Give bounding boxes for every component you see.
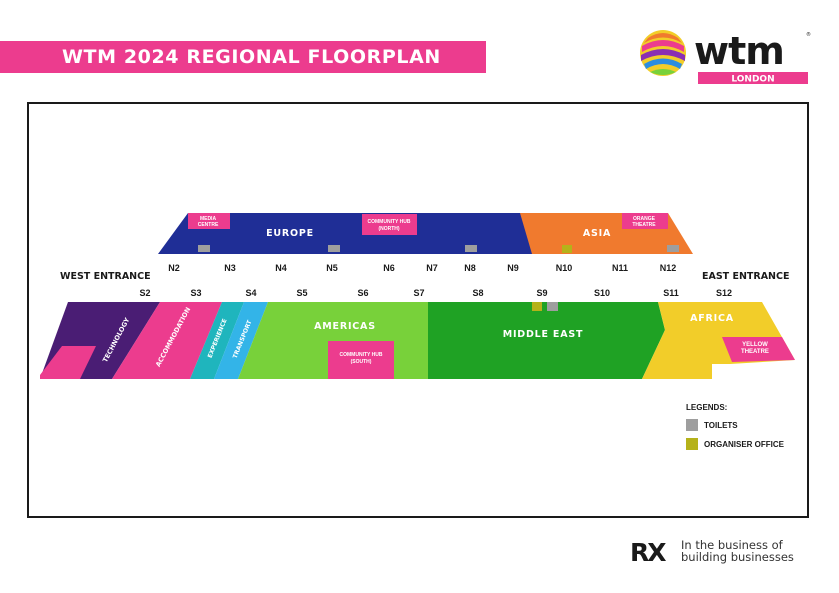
hall-label-n8: N8: [464, 263, 476, 273]
title-banner: WTM 2024 REGIONAL FLOORPLAN: [0, 41, 486, 73]
hall-label-n3: N3: [224, 263, 236, 273]
hall-label-n5: N5: [326, 263, 338, 273]
hall-label-s2: S2: [139, 288, 150, 298]
hall-label-s7: S7: [413, 288, 424, 298]
zone-label-middle-east: MIDDLE EAST: [503, 329, 584, 340]
hall-label-n9: N9: [507, 263, 519, 273]
globe-icon: [640, 30, 686, 76]
media-centre-label-1: MEDIA: [200, 216, 217, 222]
hall-label-n6: N6: [383, 263, 395, 273]
logo-subtitle: LONDON: [731, 75, 774, 85]
organiser-office-swatch: [686, 438, 698, 450]
media-centre[interactable]: [188, 213, 230, 229]
map-legend: LEGENDS: TOILETS ORGANISER OFFICE: [686, 403, 784, 457]
wtm-london-logo: wtm ® LONDON: [640, 29, 811, 85]
orange-theatre[interactable]: [622, 213, 668, 229]
toilet-north-1: [198, 245, 210, 252]
hall-label-s9: S9: [536, 288, 547, 298]
west-entrance-label: WEST ENTRANCE: [60, 271, 151, 282]
zone-middle-east[interactable]: [428, 302, 665, 379]
community-hub-south[interactable]: [328, 341, 394, 379]
rx-tagline: In the business of building businesses: [681, 539, 794, 563]
hall-label-n10: N10: [556, 263, 573, 273]
community-hub-north[interactable]: [362, 214, 417, 235]
zone-label-americas: AMERICAS: [314, 321, 376, 332]
toilet-north-4: [667, 245, 679, 252]
media-centre-label-2: CENTRE: [198, 222, 219, 228]
legend-item-toilets: TOILETS: [686, 419, 784, 431]
yellow-theatre-label-2: THEATRE: [741, 349, 769, 355]
hall-label-n4: N4: [275, 263, 287, 273]
tagline-line-2: building businesses: [681, 550, 794, 564]
legend-item-organiser-office: ORGANISER OFFICE: [686, 438, 784, 450]
hall-label-s10: S10: [594, 288, 610, 298]
zone-europe[interactable]: [158, 213, 532, 254]
organiser-office-north: [562, 245, 572, 253]
community-hub-south-label-2: (SOUTH): [351, 359, 372, 365]
hall-label-n12: N12: [660, 263, 677, 273]
zone-transport[interactable]: [214, 302, 268, 379]
east-entrance-label: EAST ENTRANCE: [702, 271, 789, 282]
hall-label-s11: S11: [663, 288, 679, 298]
hall-label-n2: N2: [168, 263, 180, 273]
toilets-swatch: [686, 419, 698, 431]
toilet-north-2: [328, 245, 340, 252]
zone-experience[interactable]: [190, 302, 244, 379]
hall-label-s5: S5: [296, 288, 307, 298]
legend-label: ORGANISER OFFICE: [704, 439, 785, 449]
page-title: WTM 2024 REGIONAL FLOORPLAN: [62, 46, 441, 68]
zone-label-europe: EUROPE: [266, 228, 314, 239]
hall-label-s6: S6: [357, 288, 368, 298]
zone-technology-pink-block: [40, 346, 96, 379]
svg-text:®: ®: [806, 31, 811, 38]
orange-theatre-label-2: THEATRE: [632, 222, 656, 228]
orange-theatre-label-1: ORANGE: [633, 216, 656, 222]
tagline-line-1: In the business of: [681, 538, 783, 552]
community-hub-south-label-1: COMMUNITY HUB: [340, 352, 383, 358]
toilet-south: [547, 302, 558, 311]
zone-accommodation[interactable]: [112, 302, 222, 379]
hall-label-n11: N11: [612, 263, 628, 273]
hall-label-s3: S3: [190, 288, 201, 298]
hall-label-s4: S4: [245, 288, 256, 298]
toilet-north-3: [465, 245, 477, 252]
community-hub-north-label-2: (NORTH): [378, 226, 399, 232]
hall-label-s8: S8: [472, 288, 483, 298]
legend-title: LEGENDS:: [686, 403, 728, 412]
rx-logo: RX: [630, 538, 668, 567]
yellow-theatre-label-1: YELLOW: [742, 342, 768, 348]
zone-label-asia: ASIA: [583, 228, 611, 239]
zone-label-africa: AFRICA: [690, 313, 734, 324]
legend-label: TOILETS: [704, 420, 738, 430]
community-hub-north-label-1: COMMUNITY HUB: [368, 219, 411, 225]
yellow-theatre[interactable]: [722, 337, 795, 362]
hall-label-s12: S12: [716, 288, 732, 298]
logo-wordmark: wtm: [694, 29, 784, 73]
rx-brand: RX: [630, 538, 666, 567]
organiser-office-south: [532, 302, 542, 311]
floorplan-frame: [27, 102, 809, 518]
hall-label-n7: N7: [426, 263, 438, 273]
